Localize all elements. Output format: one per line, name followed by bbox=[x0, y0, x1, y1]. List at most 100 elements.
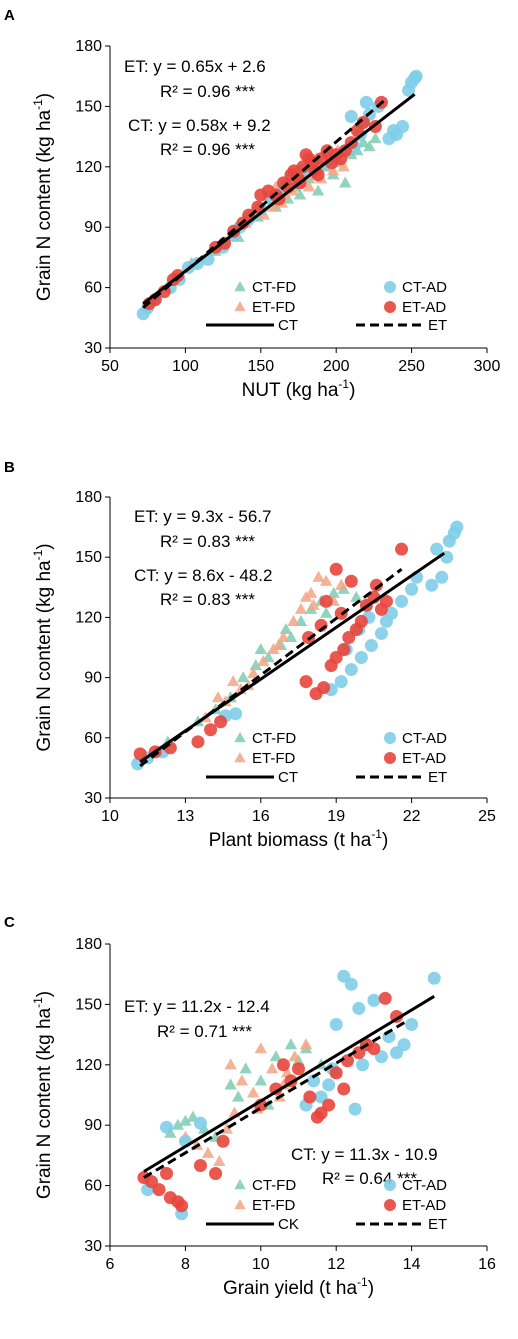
y-tick-label: 30 bbox=[84, 1238, 102, 1255]
y-tick-label: 120 bbox=[75, 159, 102, 176]
point-ct-ad bbox=[344, 977, 358, 991]
legend-marker-et-ad bbox=[384, 752, 396, 764]
legend-marker-ct-fd bbox=[234, 281, 246, 292]
point-et-ad bbox=[337, 643, 351, 657]
point-et-ad bbox=[191, 735, 205, 749]
y-tick-label: 30 bbox=[84, 790, 102, 807]
legend-marker-et-ad bbox=[384, 1199, 396, 1211]
point-ct-ad bbox=[334, 675, 348, 689]
y-tick-label: 180 bbox=[75, 38, 102, 55]
y-tick-label: 60 bbox=[84, 1178, 102, 1195]
legend-marker-et-fd bbox=[234, 752, 246, 763]
point-et-ad bbox=[299, 675, 313, 689]
point-et-ad bbox=[152, 1183, 166, 1197]
point-ct-ad bbox=[160, 1120, 174, 1134]
x-tick-label: 6 bbox=[106, 1256, 115, 1273]
point-et-ad bbox=[337, 1082, 351, 1096]
point-ct-fd bbox=[284, 1038, 298, 1050]
point-ct-fd bbox=[269, 1050, 283, 1062]
point-et-ad bbox=[310, 1110, 324, 1124]
point-et-ad bbox=[209, 1167, 223, 1181]
equation-text: CT: y = 11.3x - 10.9 bbox=[291, 1145, 438, 1164]
panel-a: A 30 60 90 120 150 180 50 100 150 200 250 300 NUT (kg… bbox=[4, 7, 500, 401]
point-ct-ad bbox=[344, 663, 358, 677]
point-ct-fd bbox=[279, 622, 293, 634]
point-ct-fd bbox=[311, 184, 325, 196]
y-tick-label: 90 bbox=[84, 219, 102, 236]
point-et-fd bbox=[211, 691, 225, 703]
point-et-fd bbox=[307, 598, 320, 610]
x-tick-label: 100 bbox=[172, 358, 199, 375]
y-tick-label: 120 bbox=[75, 1057, 102, 1074]
y-axis-label: Grain N content (kg ha-1) bbox=[31, 991, 55, 1199]
panel-c: C 30 60 90 120 150 180 6 8 10 12 14 16 Grain yield (t… bbox=[4, 914, 496, 1299]
point-et-fd bbox=[213, 1154, 226, 1166]
point-ct-fd bbox=[293, 188, 307, 200]
legend-label-et-ad: ET-AD bbox=[402, 1197, 446, 1214]
y-axis-label: Grain N content (kg ha-1) bbox=[31, 543, 55, 751]
point-et-ad bbox=[303, 1090, 317, 1104]
point-et-fd bbox=[294, 602, 308, 614]
point-ct-fd bbox=[254, 1074, 267, 1086]
point-et-fd bbox=[265, 1062, 279, 1074]
legend-label-et-fd: ET-FD bbox=[252, 1197, 295, 1214]
point-et-ad bbox=[369, 578, 383, 592]
point-et-ad bbox=[276, 1058, 290, 1072]
point-et-fd bbox=[288, 1050, 301, 1062]
legend-marker-ct-ad bbox=[384, 281, 396, 293]
y-tick-label: 180 bbox=[75, 489, 102, 506]
point-et-ad bbox=[319, 594, 333, 608]
point-ct-ad bbox=[430, 542, 444, 556]
legend-label-et-ad: ET-AD bbox=[402, 750, 446, 767]
point-et-fd bbox=[226, 675, 240, 687]
x-tick-label: 16 bbox=[478, 1256, 496, 1273]
legend-label-ct-fd: CT-FD bbox=[252, 279, 296, 296]
point-et-ad bbox=[175, 1199, 189, 1213]
point-ct-fd bbox=[232, 1090, 245, 1102]
y-tick-label: 60 bbox=[84, 730, 102, 747]
point-et-ad bbox=[367, 1042, 381, 1056]
x-axis-label: Plant biomass (t ha-1) bbox=[209, 827, 389, 851]
r-squared-text: R² = 0.83 *** bbox=[160, 590, 255, 609]
x-tick-label: 16 bbox=[252, 808, 270, 825]
point-et-ad bbox=[133, 747, 147, 761]
panel-b: B 30 60 90 120 150 180 10 13 16 19 22 25 Plant biomas… bbox=[4, 459, 496, 851]
point-ct-ad bbox=[409, 69, 423, 83]
point-ct-fd bbox=[239, 1062, 252, 1074]
point-et-fd bbox=[335, 578, 348, 590]
point-et-fd bbox=[235, 1074, 249, 1086]
point-ct-ad bbox=[359, 95, 373, 109]
point-ct-ad bbox=[405, 582, 419, 596]
y-tick-label: 150 bbox=[75, 549, 102, 566]
x-tick-label: 14 bbox=[403, 1256, 421, 1273]
equation-text: ET: y = 9.3x - 56.7 bbox=[134, 507, 272, 526]
x-tick-label: 250 bbox=[398, 358, 425, 375]
point-et-fd bbox=[302, 180, 316, 192]
x-axis-label: NUT (kg ha-1) bbox=[242, 377, 356, 401]
legend-marker-et-fd bbox=[234, 301, 246, 312]
point-et-ad bbox=[329, 562, 343, 576]
point-et-fd bbox=[299, 590, 313, 602]
point-et-ad bbox=[193, 1158, 207, 1172]
point-et-ad bbox=[395, 542, 409, 556]
point-et-ad bbox=[216, 1134, 230, 1148]
x-tick-label: 150 bbox=[247, 358, 274, 375]
legend-marker-et-fd bbox=[234, 1199, 246, 1210]
panel-letter: B bbox=[4, 459, 15, 476]
legend-marker-ct-ad bbox=[384, 1179, 396, 1191]
point-et-ad bbox=[204, 723, 218, 737]
point-ct-fd bbox=[345, 148, 358, 160]
r-squared-text: R² = 0.71 *** bbox=[157, 1022, 252, 1041]
fit-line-et bbox=[143, 1019, 409, 1179]
y-tick-label: 90 bbox=[84, 1117, 102, 1134]
point-ct-ad bbox=[229, 707, 243, 721]
point-et-ad bbox=[322, 1098, 336, 1112]
point-et-fd bbox=[337, 160, 350, 172]
legend-label-solid: CT bbox=[278, 317, 298, 334]
legend-label-dashed: ET bbox=[428, 317, 447, 334]
point-ct-fd bbox=[369, 132, 382, 144]
point-et-ad bbox=[379, 594, 393, 608]
point-ct-ad bbox=[440, 550, 454, 564]
x-tick-label: 200 bbox=[323, 358, 350, 375]
